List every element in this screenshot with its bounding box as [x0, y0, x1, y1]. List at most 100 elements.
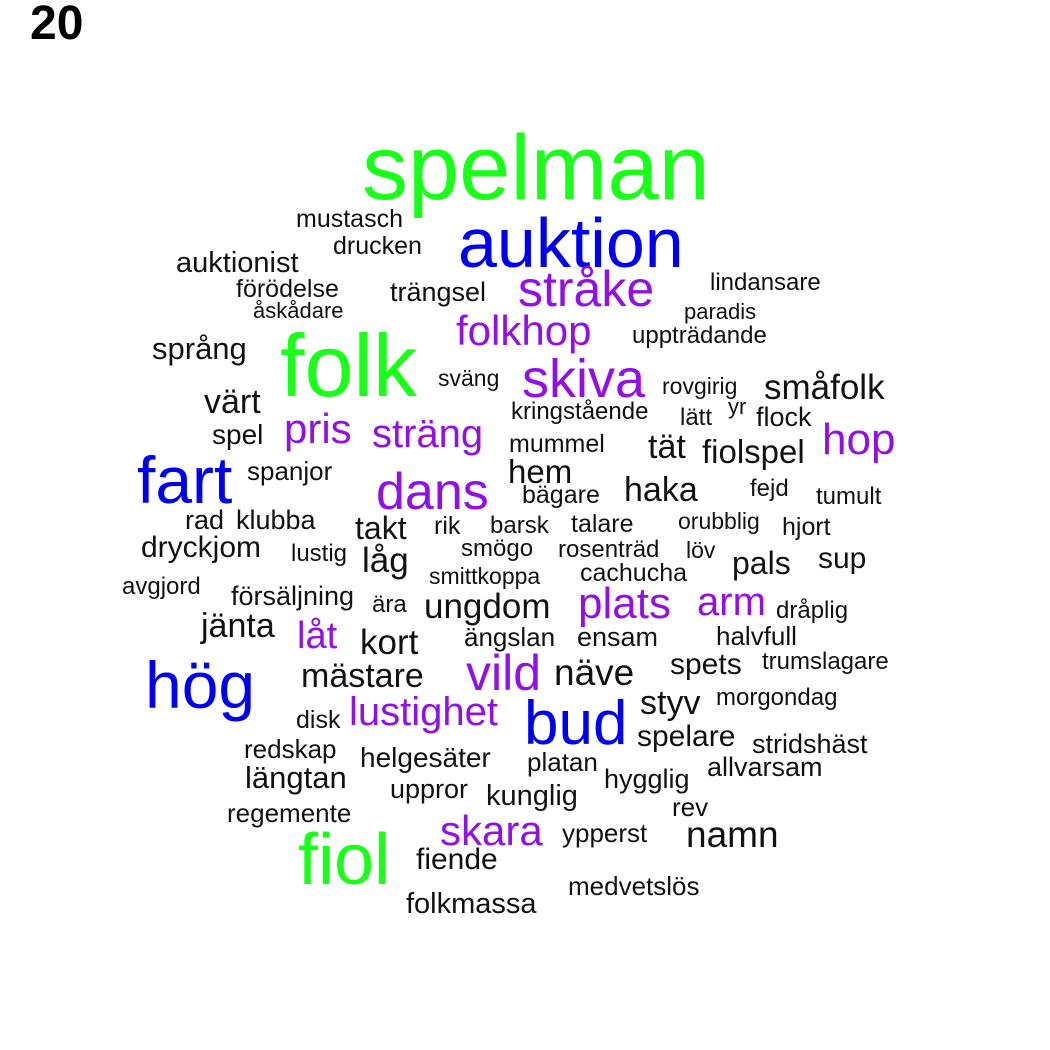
cloud-word: regemente: [227, 798, 352, 828]
cloud-word: bägare: [522, 481, 600, 509]
cloud-word: helgesäter: [360, 742, 491, 773]
cloud-word: åskådare: [253, 298, 344, 323]
cloud-word: arm: [697, 580, 766, 624]
figure-label: 20: [30, 0, 84, 50]
cloud-word: cachucha: [580, 559, 688, 587]
cloud-word: fiol: [298, 820, 391, 900]
cloud-word: ungdom: [424, 587, 551, 626]
cloud-word: kort: [360, 623, 419, 662]
cloud-word: hygglig: [604, 764, 690, 794]
cloud-word: drucken: [333, 232, 422, 260]
cloud-word: redskap: [244, 734, 337, 764]
cloud-word: fiende: [416, 843, 498, 876]
cloud-word: trumslagare: [762, 648, 889, 675]
cloud-word: namn: [686, 814, 779, 855]
cloud-word: plats: [578, 579, 671, 628]
cloud-word: längtan: [245, 760, 347, 795]
cloud-word: förödelse: [236, 275, 339, 303]
cloud-word: ensam: [577, 622, 659, 652]
cloud-word: ära: [372, 591, 407, 618]
cloud-word: folkhop: [456, 307, 592, 354]
cloud-word: skara: [440, 807, 543, 854]
cloud-word: vild: [466, 645, 542, 701]
cloud-word: orubblig: [678, 508, 760, 534]
cloud-word: klubba: [236, 505, 316, 535]
cloud-word: spets: [670, 648, 742, 681]
cloud-word: kunglig: [486, 780, 578, 812]
cloud-word: morgondag: [716, 684, 838, 711]
cloud-word: rovgirig: [662, 373, 738, 399]
cloud-word: yr: [728, 394, 747, 419]
cloud-word: lustig: [291, 540, 348, 567]
cloud-word: värt: [204, 383, 261, 421]
cloud-word: mummel: [509, 430, 605, 458]
cloud-word: hem: [508, 453, 573, 490]
cloud-word: dryckjom: [141, 531, 262, 564]
cloud-word: flock: [756, 402, 812, 432]
cloud-word: löv: [686, 537, 716, 563]
cloud-word: spanjor: [247, 456, 333, 486]
cloud-word: bud: [524, 689, 628, 758]
cloud-word: uppror: [390, 774, 469, 804]
cloud-word: tumult: [816, 483, 882, 510]
cloud-word: paradis: [684, 299, 757, 324]
cloud-word: språng: [152, 331, 247, 366]
cloud-word: småfolk: [764, 368, 885, 407]
cloud-word: folk: [280, 316, 417, 415]
cloud-word: tät: [648, 428, 686, 466]
cloud-word: fiolspel: [702, 433, 805, 470]
cloud-word: sträng: [372, 412, 484, 456]
cloud-word: hop: [822, 415, 896, 464]
cloud-word: auktion: [458, 204, 684, 282]
cloud-word: folkmassa: [406, 888, 537, 920]
cloud-word: försäljning: [231, 581, 355, 611]
cloud-word: rev: [672, 792, 709, 822]
cloud-word: pris: [284, 405, 352, 452]
cloud-word: låg: [362, 541, 409, 580]
cloud-word: rosenträd: [558, 536, 660, 563]
cloud-word: ypperst: [562, 818, 648, 848]
cloud-word: ängslan: [464, 622, 556, 652]
cloud-word: stråke: [518, 261, 655, 317]
cloud-word: talare: [571, 510, 634, 538]
cloud-word: lustighet: [349, 690, 498, 734]
cloud-word: fart: [137, 443, 233, 517]
cloud-word: styv: [640, 684, 701, 722]
cloud-word: spelman: [362, 117, 710, 219]
cloud-word: medvetslös: [568, 871, 700, 901]
cloud-word: pals: [732, 545, 791, 581]
cloud-word: takt: [355, 510, 407, 546]
cloud-word: mästare: [301, 657, 424, 695]
cloud-word: kringstående: [511, 398, 649, 425]
cloud-word: rad: [185, 505, 225, 535]
cloud-word: dans: [376, 463, 489, 521]
cloud-word: avgjord: [122, 573, 201, 600]
cloud-word: spelare: [637, 720, 736, 753]
cloud-word: hög: [145, 648, 256, 722]
cloud-word: platan: [527, 747, 598, 777]
cloud-word: halvfull: [716, 621, 797, 651]
cloud-word: barsk: [490, 512, 549, 539]
cloud-word: allvarsam: [707, 752, 823, 782]
cloud-word: jänta: [201, 607, 275, 645]
cloud-word: fejd: [750, 475, 789, 502]
cloud-word: smittkoppa: [429, 563, 541, 589]
cloud-word: stridshäst: [752, 729, 868, 759]
cloud-word: trängsel: [390, 277, 487, 307]
cloud-word: lindansare: [710, 269, 821, 296]
cloud-word: hjort: [782, 513, 831, 541]
cloud-word: disk: [296, 706, 341, 734]
cloud-word: mustasch: [296, 205, 403, 233]
cloud-word: smögo: [461, 535, 534, 562]
cloud-word: rik: [434, 512, 461, 540]
cloud-word: uppträdande: [632, 322, 767, 349]
cloud-word: skiva: [522, 349, 646, 409]
cloud-word: spel: [212, 419, 264, 450]
cloud-word: haka: [624, 471, 698, 509]
cloud-word: auktionist: [176, 247, 299, 279]
cloud-word: sup: [818, 542, 867, 575]
cloud-word: lätt: [680, 404, 713, 431]
cloud-word: näve: [554, 652, 635, 693]
cloud-word: sväng: [438, 365, 500, 391]
